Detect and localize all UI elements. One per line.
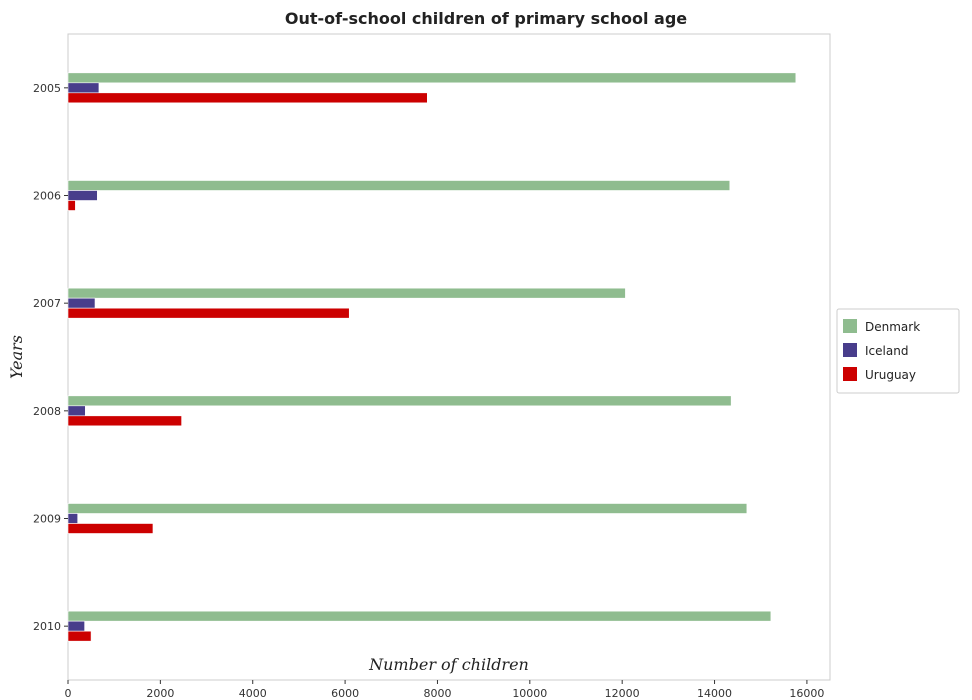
bar-iceland-2008 [67, 405, 86, 417]
bar-denmark-2008 [67, 395, 732, 407]
y-tick-label: 2009 [33, 513, 61, 526]
bars [67, 72, 797, 642]
x-tick-label: 2000 [146, 687, 174, 700]
bar-denmark-2005 [67, 72, 797, 84]
bar-denmark-2007 [67, 287, 626, 299]
y-tick-label: 2006 [33, 190, 61, 203]
x-tick-label: 6000 [331, 687, 359, 700]
bar-uruguay-2007 [67, 307, 350, 319]
bar-uruguay-2010 [67, 630, 92, 642]
x-tick-label: 8000 [423, 687, 451, 700]
bar-uruguay-2006 [67, 200, 76, 211]
bar-uruguay-2005 [67, 92, 428, 104]
x-tick-label: 10000 [512, 687, 547, 700]
legend: Denmark Iceland Uruguay [836, 308, 960, 394]
x-tick-label: 14000 [697, 687, 732, 700]
bar-denmark-2009 [67, 503, 748, 514]
x-axis-label: Number of children [368, 655, 529, 674]
bar-iceland-2010 [67, 620, 85, 632]
legend-label-denmark: Denmark [865, 320, 920, 334]
bar-denmark-2010 [67, 610, 772, 622]
y-tick-label: 2008 [33, 405, 61, 418]
bar-denmark-2006 [67, 180, 731, 191]
legend-label-uruguay: Uruguay [865, 368, 916, 382]
bar-iceland-2005 [67, 82, 100, 94]
y-tick-label: 2010 [33, 620, 61, 633]
y-axis: 2005 2006 2007 2008 2009 2010 [33, 82, 68, 633]
bar-iceland-2009 [67, 513, 78, 524]
y-tick-label: 2007 [33, 297, 61, 310]
bar-iceland-2007 [67, 297, 96, 309]
bar-uruguay-2008 [67, 415, 182, 427]
chart-title: Out-of-school children of primary school… [285, 9, 687, 28]
x-axis: 0 2000 4000 6000 8000 10000 12000 14000 16000 [65, 680, 824, 700]
legend-label-iceland: Iceland [865, 344, 908, 358]
y-tick-label: 2005 [33, 82, 61, 95]
x-tick-label: 16000 [789, 687, 824, 700]
y-axis-label: Years [7, 335, 26, 379]
bar-iceland-2006 [67, 190, 98, 201]
plot-area [67, 33, 831, 681]
legend-box [836, 308, 960, 394]
x-tick-label: 12000 [605, 687, 640, 700]
bar-uruguay-2009 [67, 523, 154, 534]
x-tick-label: 0 [65, 687, 72, 700]
x-tick-label: 4000 [239, 687, 267, 700]
legend-swatch-iceland [843, 343, 857, 357]
legend-swatch-uruguay [843, 367, 857, 381]
legend-swatch-denmark [843, 319, 857, 333]
